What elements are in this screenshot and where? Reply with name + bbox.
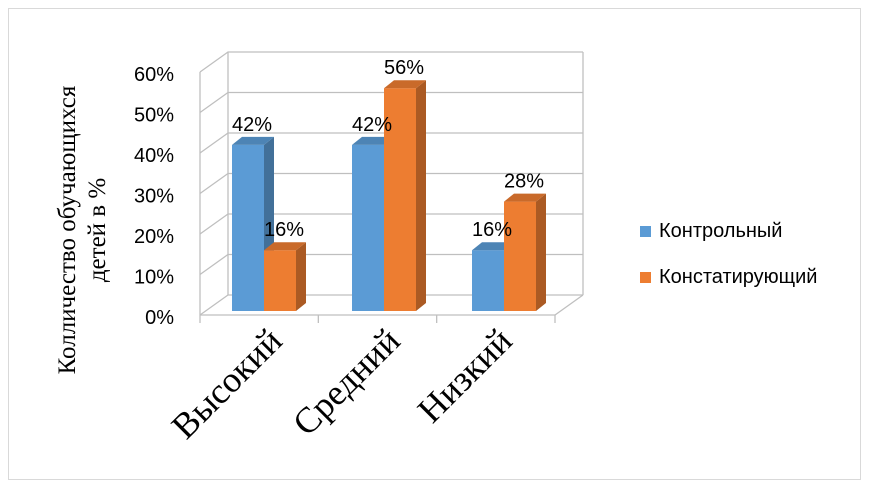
legend-label: Констатирующий bbox=[659, 266, 817, 288]
y-axis-ticks: 0% 10% 20% 30% 40% 50% 60% bbox=[134, 64, 174, 329]
bars bbox=[232, 80, 546, 311]
legend-swatch bbox=[640, 272, 651, 283]
legend-swatch bbox=[640, 226, 651, 237]
y-tick-label: 0% bbox=[145, 307, 174, 329]
x-category-label: Средний bbox=[285, 320, 408, 443]
floor-right-edge bbox=[554, 294, 584, 316]
legend: Контрольный Констатирующий bbox=[640, 220, 817, 288]
data-label: 42% bbox=[352, 114, 392, 136]
data-label: 16% bbox=[472, 219, 512, 241]
y-axis-label-line-1: Колличество обучающихся bbox=[54, 85, 81, 374]
y-axis-label-line-2: детей в % bbox=[84, 178, 111, 282]
x-category-label: Низкий bbox=[410, 320, 520, 430]
data-label: 56% bbox=[384, 57, 424, 79]
y-tick-label: 50% bbox=[134, 105, 174, 127]
y-tick-label: 60% bbox=[134, 64, 174, 86]
bar-Низкий-Констатирующий bbox=[504, 193, 546, 311]
bar-Высокий-Констатирующий bbox=[264, 242, 306, 311]
bar-Средний-Констатирующий bbox=[384, 80, 426, 311]
data-label: 28% bbox=[504, 171, 544, 193]
data-label: 42% bbox=[232, 114, 272, 136]
y-tick-label: 30% bbox=[134, 186, 174, 208]
chart-frame bbox=[8, 8, 861, 480]
legend-label: Контрольный bbox=[659, 220, 782, 242]
data-label: 16% bbox=[264, 219, 304, 241]
y-tick-label: 10% bbox=[134, 267, 174, 289]
gridlines bbox=[199, 51, 584, 323]
y-tick-label: 40% bbox=[134, 145, 174, 167]
y-tick-label: 20% bbox=[134, 226, 174, 248]
x-category-label: Высокий bbox=[164, 320, 290, 446]
data-labels: 42% 16% 42% 56% 16% 28% bbox=[232, 57, 544, 241]
